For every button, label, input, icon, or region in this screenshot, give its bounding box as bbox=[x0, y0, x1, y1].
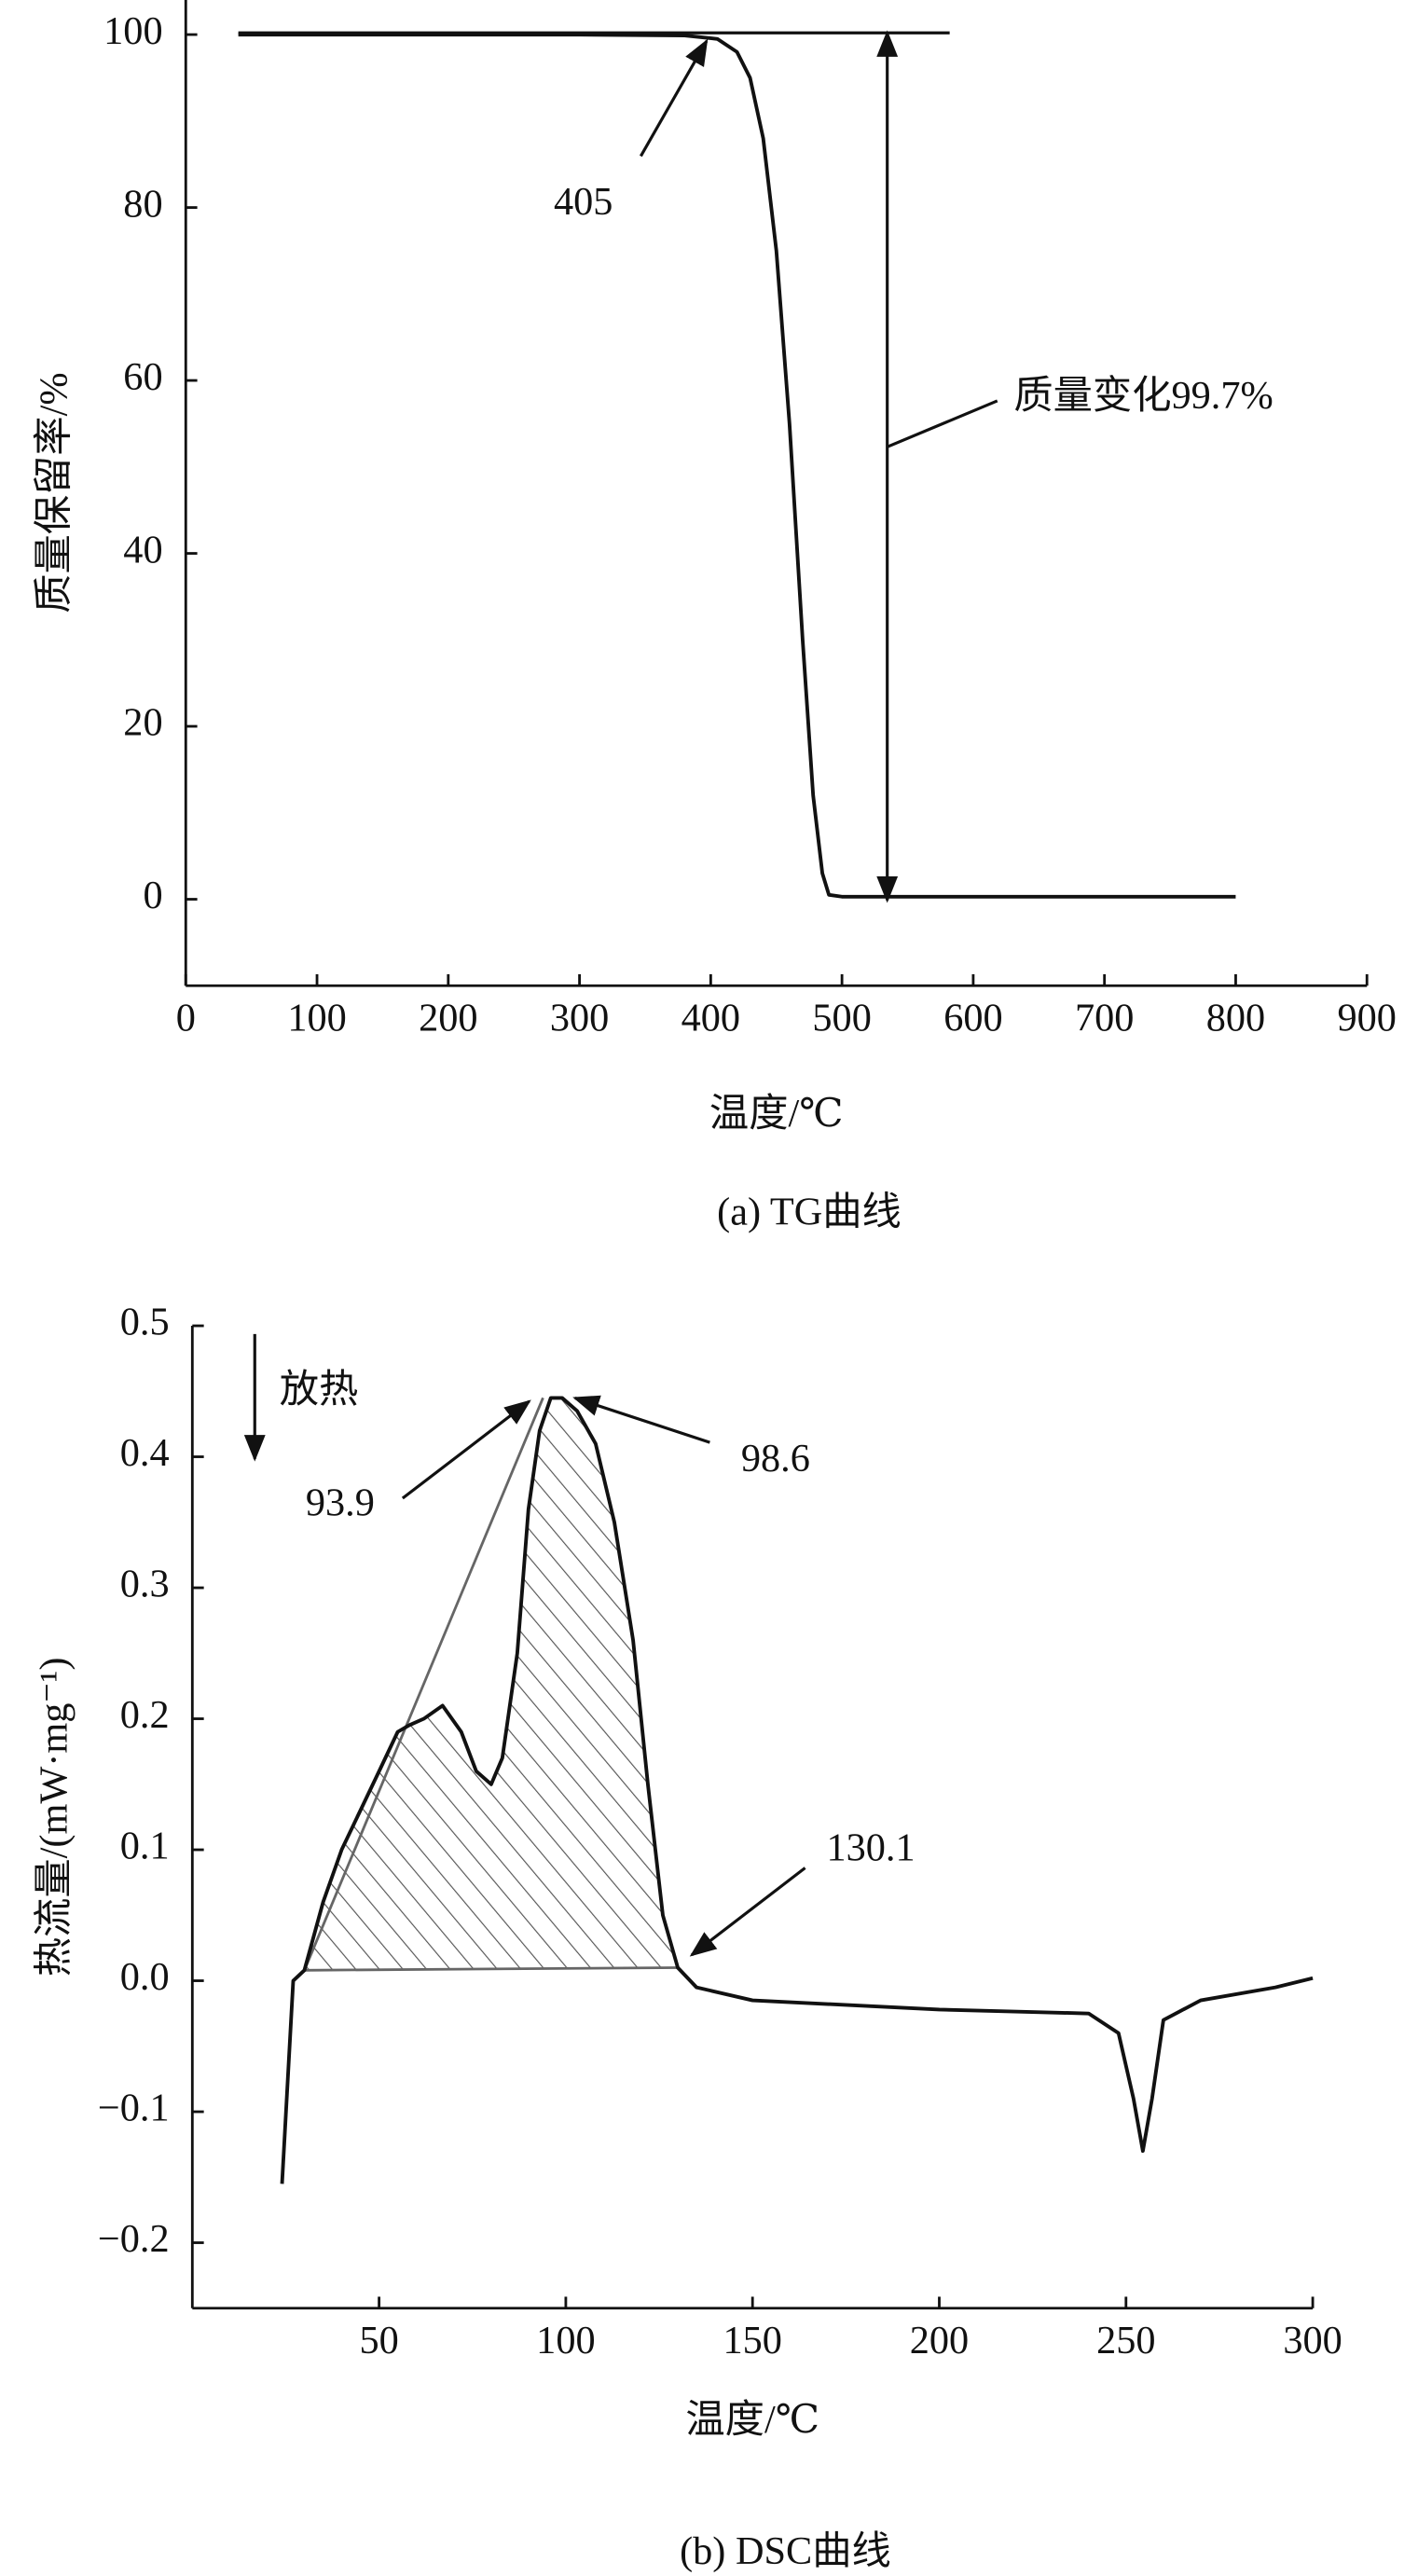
x-tick-label: 900 bbox=[1338, 997, 1397, 1040]
annotation: 93.9 bbox=[306, 1481, 375, 1525]
y-tick-label: 0.1 bbox=[120, 1825, 170, 1868]
x-tick-label: 100 bbox=[287, 997, 346, 1040]
chart-title: (a) TG曲线 bbox=[717, 1191, 902, 1234]
y-tick-label: 0.0 bbox=[120, 1955, 170, 1999]
annotation-arrow bbox=[572, 1395, 710, 1444]
y-tick-label: 0 bbox=[143, 874, 162, 917]
annotation-arrow bbox=[689, 1867, 806, 1957]
x-axis-label: 温度/℃ bbox=[685, 2398, 819, 2442]
annotation: 98.6 bbox=[741, 1437, 810, 1481]
x-axis-label: 温度/℃ bbox=[709, 1092, 844, 1136]
hatched-area bbox=[304, 1398, 679, 1971]
y-axis-label: 质量保留率/% bbox=[33, 372, 76, 613]
x-tick-label: 150 bbox=[723, 2319, 781, 2362]
x-tick-label: 500 bbox=[812, 997, 871, 1040]
annotation-line bbox=[887, 399, 998, 448]
x-tick-label: 600 bbox=[943, 997, 1002, 1040]
annotation: 质量变化99.7% bbox=[1013, 374, 1273, 418]
x-tick-label: 100 bbox=[536, 2319, 595, 2362]
y-tick-label: 0.4 bbox=[120, 1431, 170, 1475]
x-tick-label: 700 bbox=[1075, 997, 1134, 1040]
annotation: 405 bbox=[554, 180, 613, 224]
annotation-arrow bbox=[639, 38, 709, 158]
x-tick-label: 200 bbox=[419, 997, 477, 1040]
x-tick-label: 400 bbox=[681, 997, 740, 1040]
y-axis-label: 热流量/(mW·mg⁻¹) bbox=[33, 1658, 76, 1977]
line-series bbox=[280, 1396, 1314, 2184]
annotation: 放热 bbox=[280, 1368, 359, 1412]
baseline bbox=[304, 1966, 679, 1972]
y-tick-label: 0.5 bbox=[120, 1301, 170, 1344]
x-tick-label: 0 bbox=[176, 997, 196, 1040]
y-tick-label: 100 bbox=[103, 9, 162, 53]
x-tick-label: 250 bbox=[1096, 2319, 1155, 2362]
y-tick-label: 80 bbox=[123, 182, 162, 226]
x-tick-label: 200 bbox=[910, 2319, 969, 2362]
chart: 50 100 150 200 250 300 −0.2 −0.1 0.0 0.1 0.2 0.3 0.4… bbox=[33, 1301, 1342, 2573]
y-tick-label: 20 bbox=[123, 701, 162, 745]
tangent-line bbox=[303, 1397, 544, 1971]
x-tick-label: 300 bbox=[1283, 2319, 1342, 2362]
chart: 0 100 200 300 400 500 600 700 800 900 0 20 40 60 80 100… bbox=[33, 0, 1397, 1234]
y-tick-label: 40 bbox=[123, 528, 162, 572]
annotation-arrow bbox=[401, 1399, 531, 1500]
line-series bbox=[238, 33, 1236, 899]
annotation: 130.1 bbox=[826, 1826, 915, 1870]
y-tick-label: 0.3 bbox=[120, 1563, 170, 1606]
y-tick-label: 0.2 bbox=[120, 1693, 170, 1737]
x-tick-label: 300 bbox=[550, 997, 609, 1040]
y-tick-label: 60 bbox=[123, 355, 162, 399]
x-tick-label: 800 bbox=[1206, 997, 1265, 1040]
y-tick-label: −0.2 bbox=[98, 2217, 170, 2261]
chart-title: (b) DSC曲线 bbox=[680, 2529, 891, 2573]
x-tick-label: 50 bbox=[359, 2319, 398, 2362]
y-tick-label: −0.1 bbox=[98, 2087, 170, 2130]
